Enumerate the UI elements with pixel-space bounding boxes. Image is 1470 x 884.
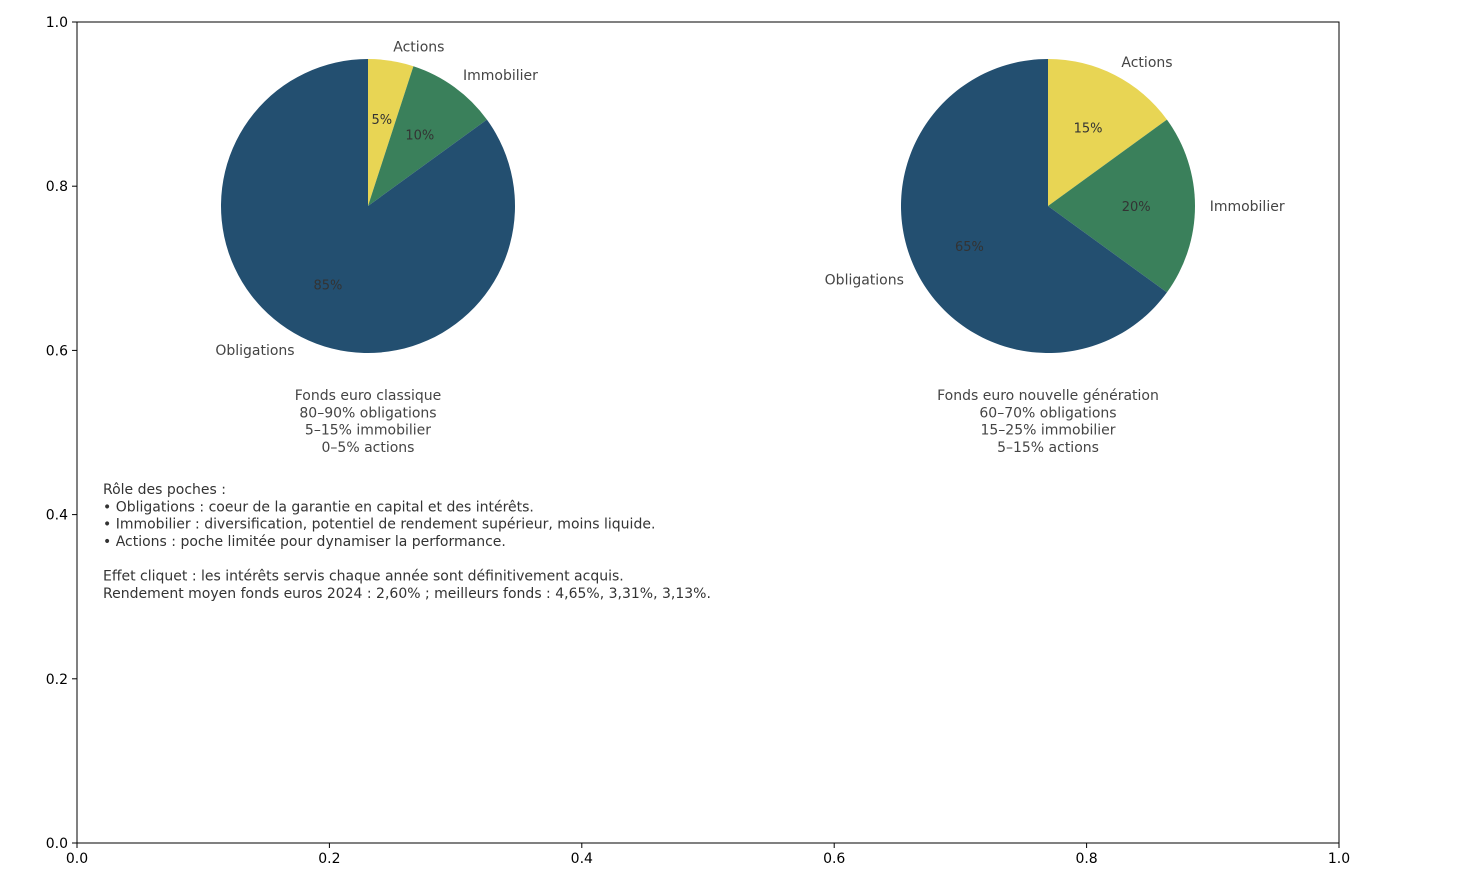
pie-slice-obligations <box>900 59 1167 354</box>
slice-category-label: Actions <box>1121 55 1172 71</box>
y-tick-label: 0.4 <box>46 508 68 524</box>
slice-category-label: Actions <box>393 39 444 55</box>
pie-2: 15% Actions 20% Immobilier 65% Obligations Fon… <box>825 55 1285 456</box>
slice-percent-label: 20% <box>1122 200 1151 215</box>
plot-frame <box>76 21 1340 844</box>
pie-slice-actions <box>368 59 414 206</box>
pie-caption-line: Fonds euro nouvelle génération <box>937 388 1159 404</box>
y-tick-label: 0.2 <box>46 672 68 688</box>
slice-category-label: Immobilier <box>463 68 538 84</box>
slice-percent-label: 5% <box>371 113 392 128</box>
slice-percent-label: 65% <box>955 240 984 255</box>
x-tick-label: 0.8 <box>1075 851 1097 867</box>
y-tick-label: 0.0 <box>46 836 68 852</box>
slice-category-label: Immobilier <box>1210 199 1285 215</box>
notes-block: Rôle des poches :• Obligations : coeur d… <box>103 482 711 602</box>
x-tick-label: 0.2 <box>318 851 340 867</box>
x-tick-label: 1.0 <box>1328 851 1350 867</box>
pie-caption-line: Fonds euro classique <box>295 388 442 404</box>
slice-percent-label: 15% <box>1074 121 1103 136</box>
slice-percent-label: 85% <box>314 279 343 294</box>
note-line: • Obligations : coeur de la garantie en … <box>103 499 534 515</box>
slice-category-label: Obligations <box>825 272 904 288</box>
x-tick-label: 0.6 <box>823 851 845 867</box>
note-line: • Actions : poche limitée pour dynamiser… <box>103 534 506 550</box>
x-tick-label: 0.0 <box>66 851 88 867</box>
pie-slice-immobilier <box>368 66 487 206</box>
note-line: Effet cliquet : les intérêts servis chaq… <box>103 569 624 585</box>
pie-1: 5% Actions 10% Immobilier 85% Obligations Fond… <box>215 39 538 456</box>
note-line: • Immobilier : diversification, potentie… <box>103 517 655 533</box>
pie-slice-immobilier <box>1048 119 1195 293</box>
y-tick-label: 1.0 <box>46 15 68 31</box>
y-tick-label: 0.6 <box>46 343 68 359</box>
pie-caption-line: 80–90% obligations <box>299 405 436 421</box>
pie-caption-line: 60–70% obligations <box>979 405 1116 421</box>
slice-category-label: Obligations <box>215 343 294 359</box>
y-tick-label: 0.8 <box>46 179 68 195</box>
note-line: Rôle des poches : <box>103 482 226 498</box>
pie-caption-line: 5–15% actions <box>997 440 1099 456</box>
y-axis: 0.0 0.2 0.4 0.6 0.8 1.0 <box>46 15 77 852</box>
pie-caption-line: 15–25% immobilier <box>980 423 1115 439</box>
pie-slice-obligations <box>221 59 515 354</box>
x-tick-label: 0.4 <box>571 851 593 867</box>
x-axis: 0.0 0.2 0.4 0.6 0.8 1.0 <box>66 843 1350 867</box>
slice-percent-label: 10% <box>405 129 434 144</box>
note-line: Rendement moyen fonds euros 2024 : 2,60%… <box>103 586 711 602</box>
pie-slice-actions <box>1048 59 1167 206</box>
pie-caption-line: 0–5% actions <box>322 440 415 456</box>
pie-caption-line: 5–15% immobilier <box>305 423 431 439</box>
pie-charts: 5% Actions 10% Immobilier 85% Obligations Fond… <box>215 39 1285 456</box>
